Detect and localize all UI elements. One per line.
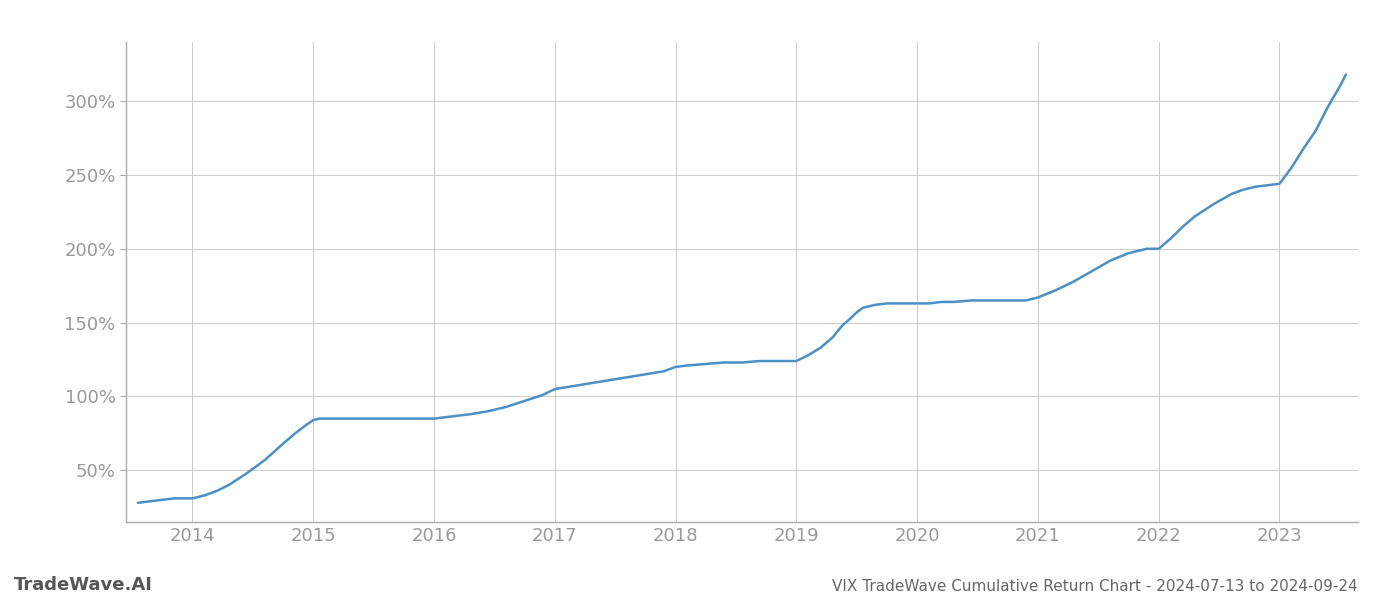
Text: TradeWave.AI: TradeWave.AI [14, 576, 153, 594]
Text: VIX TradeWave Cumulative Return Chart - 2024-07-13 to 2024-09-24: VIX TradeWave Cumulative Return Chart - … [833, 579, 1358, 594]
